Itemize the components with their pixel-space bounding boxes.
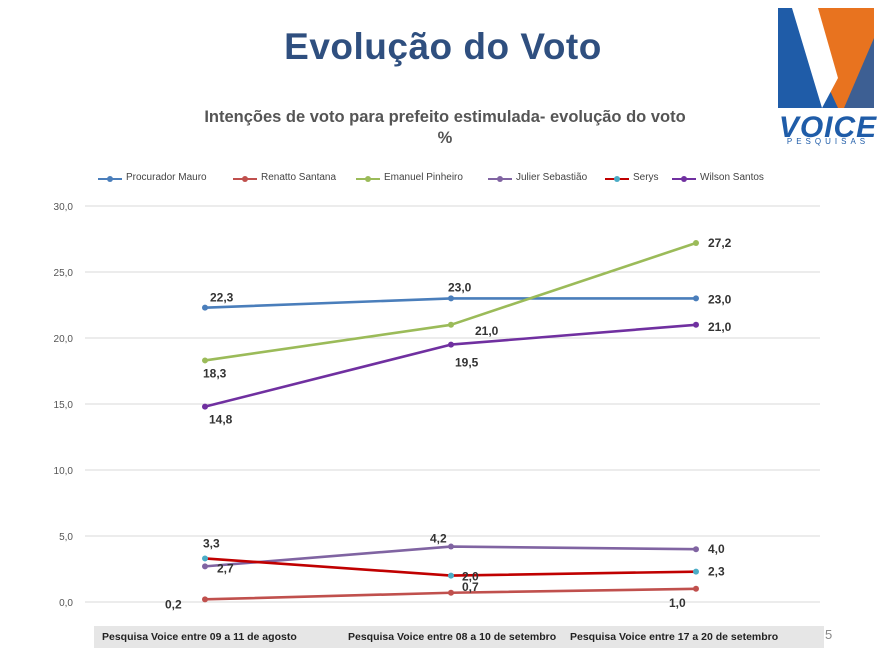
data-point-procurador-mauro	[202, 304, 208, 311]
data-label-serys: 2,3	[708, 565, 725, 579]
logo-subtitle: PESQUISAS	[786, 137, 870, 146]
data-point-renatto-santana	[202, 596, 208, 603]
y-tick-label: 15,0	[54, 400, 74, 411]
data-label-wilson-santos: 21,0	[708, 320, 732, 334]
data-point-emanuel-pinheiro	[202, 357, 208, 364]
legend-marker	[242, 176, 248, 182]
footer-label-1: Pesquisa Voice entre 09 a 11 de agosto	[102, 631, 297, 643]
data-label-procurador-mauro: 22,3	[210, 291, 234, 305]
data-label-procurador-mauro: 23,0	[708, 292, 732, 306]
data-label-serys: 3,3	[203, 536, 220, 550]
data-label-julier-sebasti-o: 4,0	[708, 542, 725, 556]
legend-marker	[614, 176, 620, 182]
logo-brand: VOICE	[778, 111, 878, 144]
legend-marker	[365, 176, 371, 182]
legend-label: Julier Sebastião	[516, 172, 588, 183]
data-point-procurador-mauro	[693, 295, 699, 302]
legend-marker	[497, 176, 503, 182]
y-tick-label: 0,0	[59, 598, 73, 609]
series-line-wilson-santos	[204, 323, 697, 408]
legend-marker	[107, 176, 113, 182]
legend-label: Emanuel Pinheiro	[384, 172, 463, 183]
voice-logo	[778, 8, 874, 108]
data-point-serys	[202, 555, 208, 562]
data-label-procurador-mauro: 23,0	[448, 280, 472, 294]
data-point-wilson-santos	[202, 403, 208, 410]
data-point-serys	[693, 568, 699, 575]
y-tick-label: 30,0	[54, 202, 74, 213]
chart-title-line1: Intenções de voto para prefeito estimula…	[204, 108, 686, 126]
y-tick-label: 25,0	[54, 268, 74, 279]
data-point-julier-sebasti-o	[448, 543, 454, 550]
legend-marker	[681, 176, 687, 182]
data-label-julier-sebasti-o: 2,7	[217, 561, 234, 575]
footer-bar	[94, 626, 824, 648]
data-point-emanuel-pinheiro	[448, 321, 454, 328]
footer-label-2: Pesquisa Voice entre 08 a 10 de setembro	[348, 631, 557, 643]
data-label-renatto-santana: 0,7	[462, 580, 479, 594]
y-tick-label: 20,0	[54, 334, 74, 345]
data-point-renatto-santana	[693, 585, 699, 592]
chart-title-line2: %	[437, 129, 453, 147]
slide-title: Evolução do Voto	[284, 26, 602, 67]
legend-label: Wilson Santos	[700, 172, 764, 183]
data-label-renatto-santana: 0,2	[165, 597, 182, 611]
data-label-wilson-santos: 19,5	[455, 356, 479, 370]
data-point-julier-sebasti-o	[202, 563, 208, 570]
footer-label-3: Pesquisa Voice entre 17 a 20 de setembro	[570, 631, 779, 643]
data-point-serys	[448, 572, 454, 579]
y-tick-label: 10,0	[54, 466, 74, 477]
legend-label: Renatto Santana	[261, 172, 337, 183]
data-label-wilson-santos: 14,8	[209, 413, 233, 427]
data-label-julier-sebasti-o: 4,2	[430, 532, 447, 546]
data-point-wilson-santos	[448, 341, 454, 348]
y-tick-label: 5,0	[59, 532, 73, 543]
data-label-serys: 2,0	[462, 570, 479, 584]
chart-title: Intenções de voto para prefeito estimula…	[150, 107, 740, 149]
data-point-julier-sebasti-o	[693, 546, 699, 553]
data-label-emanuel-pinheiro: 18,3	[203, 366, 227, 380]
data-point-emanuel-pinheiro	[693, 239, 699, 246]
legend-label: Procurador Mauro	[126, 172, 207, 183]
legend-label: Serys	[633, 172, 659, 183]
data-point-procurador-mauro	[448, 295, 454, 302]
data-label-renatto-santana: 1,0	[669, 596, 686, 610]
page-number: 5	[825, 627, 833, 642]
data-label-emanuel-pinheiro: 27,2	[708, 236, 732, 250]
data-point-wilson-santos	[693, 321, 699, 328]
line-chart: 0,0 5,0 10,0 15,0 20,0 25,0 30,0 22,3 23,0 23,0 0,…	[54, 202, 820, 611]
data-point-renatto-santana	[448, 589, 454, 596]
data-label-emanuel-pinheiro: 21,0	[475, 324, 499, 338]
